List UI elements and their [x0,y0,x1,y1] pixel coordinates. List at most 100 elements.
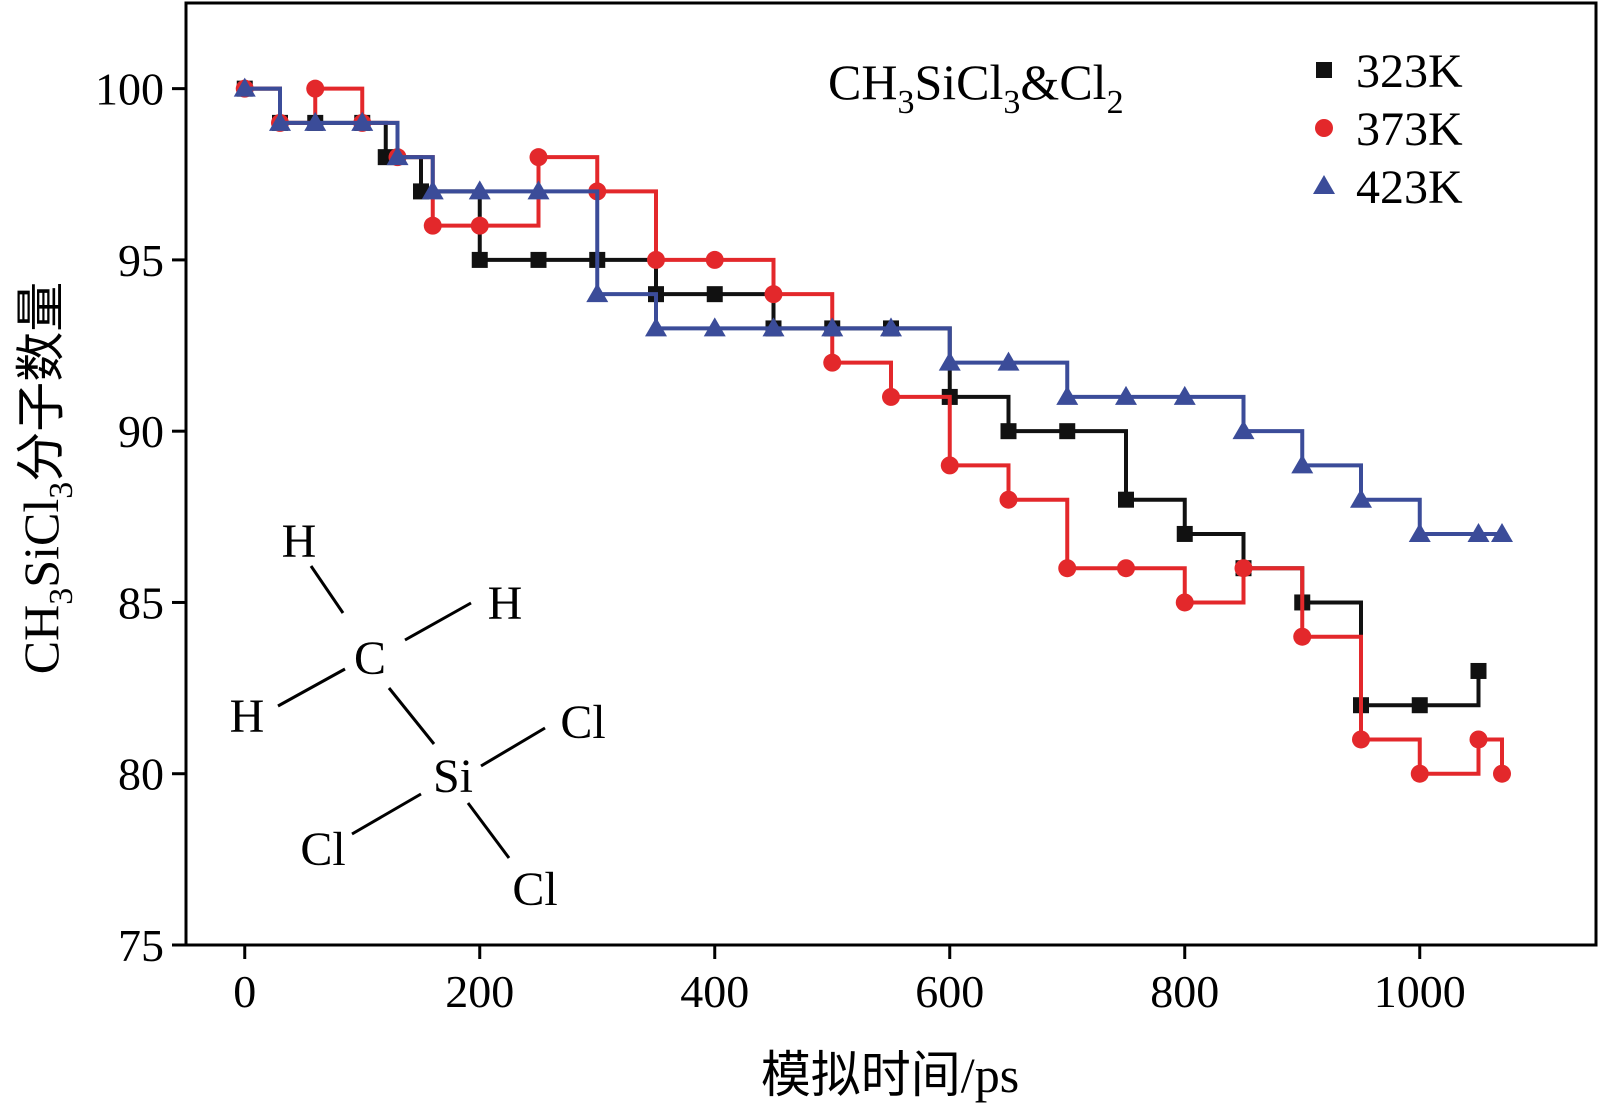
bond-c-h-right [404,601,472,642]
data-point [1350,488,1372,508]
legend-label: 423K [1356,161,1463,214]
series-line [244,86,1481,708]
atom-cl-right: Cl [560,696,605,749]
data-point [1352,730,1370,749]
series-line [244,86,1502,536]
x-tick-label: 200 [445,966,514,1017]
molecule-structure: H H H C Si Cl Cl Cl [230,515,606,916]
data-point [269,111,291,131]
bond-h-c-left [277,667,346,708]
data-point [705,250,724,269]
data-point [1411,697,1428,714]
data-point [233,77,256,97]
y-tick-label: 85 [118,577,164,628]
bond-si-cl-right [480,726,546,768]
data-point [1410,764,1429,783]
data-point [1291,454,1314,474]
data-point [1293,627,1312,646]
data-point [529,148,548,167]
data-point [997,351,1020,371]
data-point [940,456,959,475]
data-point [1408,522,1431,542]
series-323K [236,80,1487,714]
bond-h-c-top [309,565,345,614]
data-point [1118,491,1134,508]
x-tick-label: 400 [680,966,749,1017]
y-tick-label: 95 [118,235,164,286]
data-point [762,317,785,337]
data-point [421,180,444,200]
bond-si-cl-bottom [466,802,511,859]
data-point [471,251,488,268]
legend-label: 323K [1356,45,1463,98]
data-point [1491,522,1513,542]
series-layer [233,77,1513,783]
x-tick-label: 0 [233,966,256,1017]
data-point [1469,730,1488,749]
legend-label: 373K [1356,103,1463,156]
atom-cl-left: Cl [300,823,345,876]
data-point [938,351,961,371]
data-point [1467,522,1490,542]
bond-si-cl-left [351,792,422,836]
data-point [1056,385,1079,405]
data-point [1059,423,1076,440]
data-point [821,317,844,337]
y-tick-label: 80 [118,749,164,800]
data-point [470,216,489,235]
series-423K [233,77,1513,542]
x-axis: 0 200 400 600 800 1000 [233,945,1466,1017]
data-point [586,283,609,303]
x-tick-label: 800 [1150,966,1219,1017]
y-tick-label: 100 [95,64,164,115]
data-point [304,111,327,131]
data-point [1493,764,1511,783]
atom-cl-bottom: Cl [512,863,557,916]
data-point [645,317,667,337]
data-point [1000,423,1017,440]
y-tick-label: 75 [118,920,164,971]
data-point [306,79,325,98]
atom-si: Si [433,750,473,803]
data-point [880,317,902,337]
data-point [530,251,547,268]
chart-annotation: CH3SiCl3&Cl2 [828,54,1124,121]
y-tick-label: 90 [118,406,164,457]
legend-marker [1316,62,1332,78]
data-point [1115,385,1137,405]
legend-marker [1313,175,1335,194]
data-point [1234,559,1253,578]
data-point [1175,593,1194,612]
data-point [823,353,842,372]
data-point [1117,559,1135,578]
data-point [1232,420,1255,440]
data-point [1176,525,1193,542]
x-tick-label: 600 [915,966,984,1017]
x-tick-label: 1000 [1374,966,1466,1017]
bond-c-si [387,687,436,745]
data-point [999,490,1018,509]
data-point [351,111,374,131]
data-point [468,180,491,200]
x-axis-label: 模拟时间/ps [761,1047,1019,1103]
data-point [703,317,726,337]
data-point [882,387,900,406]
y-axis: 75 80 85 90 95 100 [95,64,186,971]
atom-h-right: H [488,577,523,630]
data-point [527,180,550,200]
data-point [764,285,783,304]
data-point [386,146,409,166]
data-point [1058,559,1077,578]
atom-h-top: H [282,515,317,568]
data-point [647,250,665,269]
data-point [423,216,442,235]
data-point [1173,385,1196,405]
data-point [1470,662,1487,679]
atom-h-left: H [230,690,265,743]
atom-c: C [354,632,386,685]
data-point [706,286,723,303]
y-axis-label: CH3SiCl3分子数量 [13,282,80,674]
legend-marker [1315,119,1333,137]
